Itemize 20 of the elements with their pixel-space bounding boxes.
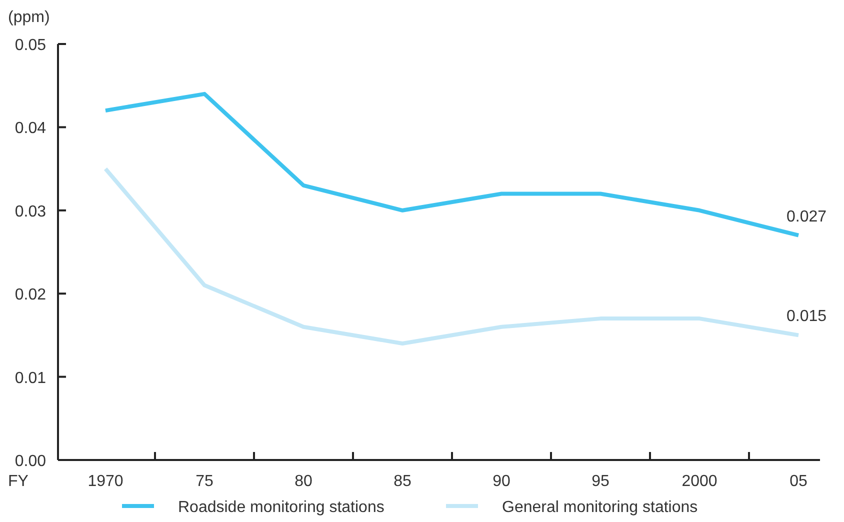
y-tick-label: 0.03 — [14, 203, 46, 220]
y-tick-label: 0.05 — [14, 37, 46, 54]
y-tick-label: 0.00 — [14, 453, 46, 470]
x-tick-label: 05 — [790, 473, 808, 490]
data-label: 0.027 — [786, 208, 827, 226]
x-tick-label: 80 — [294, 473, 312, 490]
y-tick-label: 0.02 — [14, 286, 46, 304]
y-tick-label: 0.01 — [14, 370, 46, 387]
y-tick-label: 0.04 — [14, 120, 46, 138]
x-tick-label: 85 — [394, 473, 412, 490]
x-tick-label: 75 — [196, 473, 214, 490]
x-tick-label: 1970 — [88, 473, 124, 490]
x-tick-label: 2000 — [682, 473, 718, 490]
y-axis-title: (ppm) — [8, 9, 50, 26]
legend-label: Roadside monitoring stations — [178, 499, 384, 516]
x-axis-title: FY — [8, 473, 29, 490]
data-label: 0.015 — [786, 308, 827, 326]
legend-label: General monitoring stations — [502, 499, 698, 516]
x-tick-label: 90 — [492, 473, 510, 490]
x-tick-label: 95 — [592, 473, 610, 490]
